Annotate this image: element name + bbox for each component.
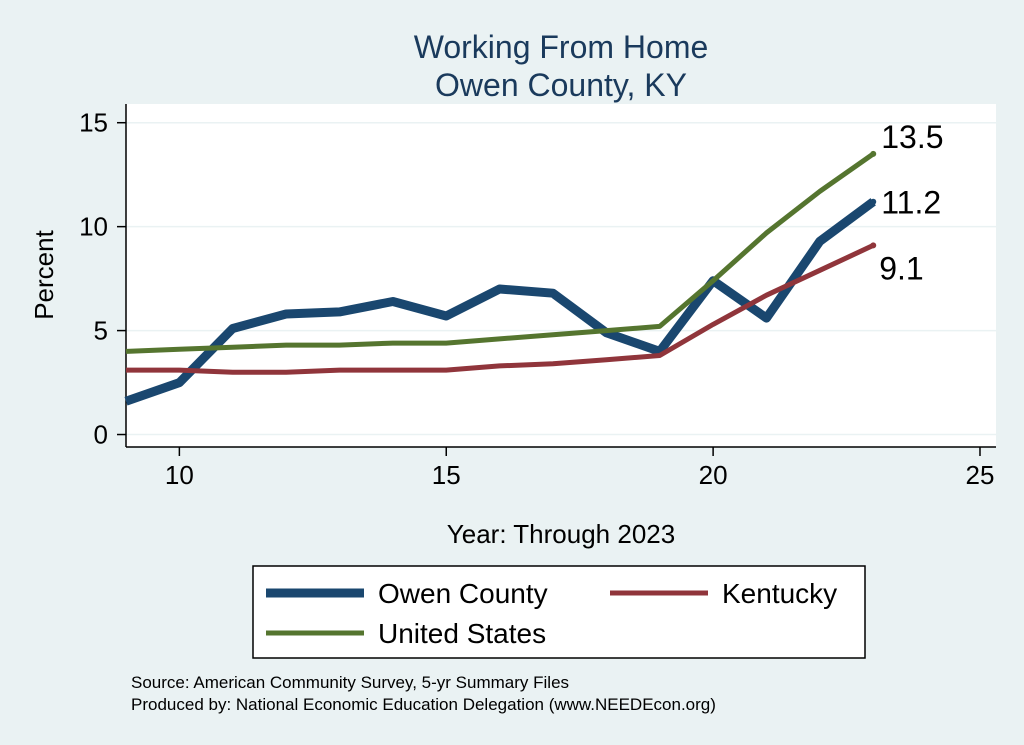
series-end-point-owen-county [870, 198, 877, 205]
series-line-united-states [125, 151, 875, 354]
legend-label-owen-county: Owen County [378, 578, 548, 609]
ticks: 0 5 10 15 10 15 20 25 [79, 108, 994, 490]
y-tick-label-0: 0 [94, 420, 108, 450]
end-label-kentucky: 9.1 [879, 250, 923, 286]
legend-label-kentucky: Kentucky [722, 578, 837, 609]
gridlines [126, 121, 996, 436]
chart-title-line-2: Owen County, KY [435, 67, 687, 103]
series-line-kentucky [126, 243, 875, 375]
legend: Owen County Kentucky United States [252, 565, 866, 659]
series-end-point-kentucky [870, 242, 877, 249]
x-tick-label-10: 10 [165, 460, 194, 490]
legend-box [252, 565, 866, 659]
y-axis-title: Percent [29, 229, 59, 319]
x-tick-label-25: 25 [966, 460, 995, 490]
x-tick-label-20: 20 [699, 460, 728, 490]
end-label-owen-county: 11.2 [881, 185, 941, 221]
y-tick-label-5: 5 [94, 316, 108, 346]
x-tick-label-15: 15 [432, 460, 461, 490]
y-tick-label-15: 15 [79, 108, 108, 138]
y-tick-label-10: 10 [79, 212, 108, 242]
source-note: Source: American Community Survey, 5-yr … [131, 673, 569, 692]
end-labels: 11.2 9.1 13.5 [879, 119, 943, 286]
produced-by-note: Produced by: National Economic Education… [131, 695, 716, 714]
plot-area [126, 104, 996, 447]
legend-label-united-states: United States [378, 618, 546, 649]
end-label-united-states: 13.5 [881, 119, 943, 155]
series-lines [124, 150, 877, 406]
x-axis-title: Year: Through 2023 [447, 519, 675, 549]
chart-title-line-1: Working From Home [414, 29, 709, 65]
axes [125, 104, 996, 448]
series-end-point-united-states [870, 150, 877, 157]
